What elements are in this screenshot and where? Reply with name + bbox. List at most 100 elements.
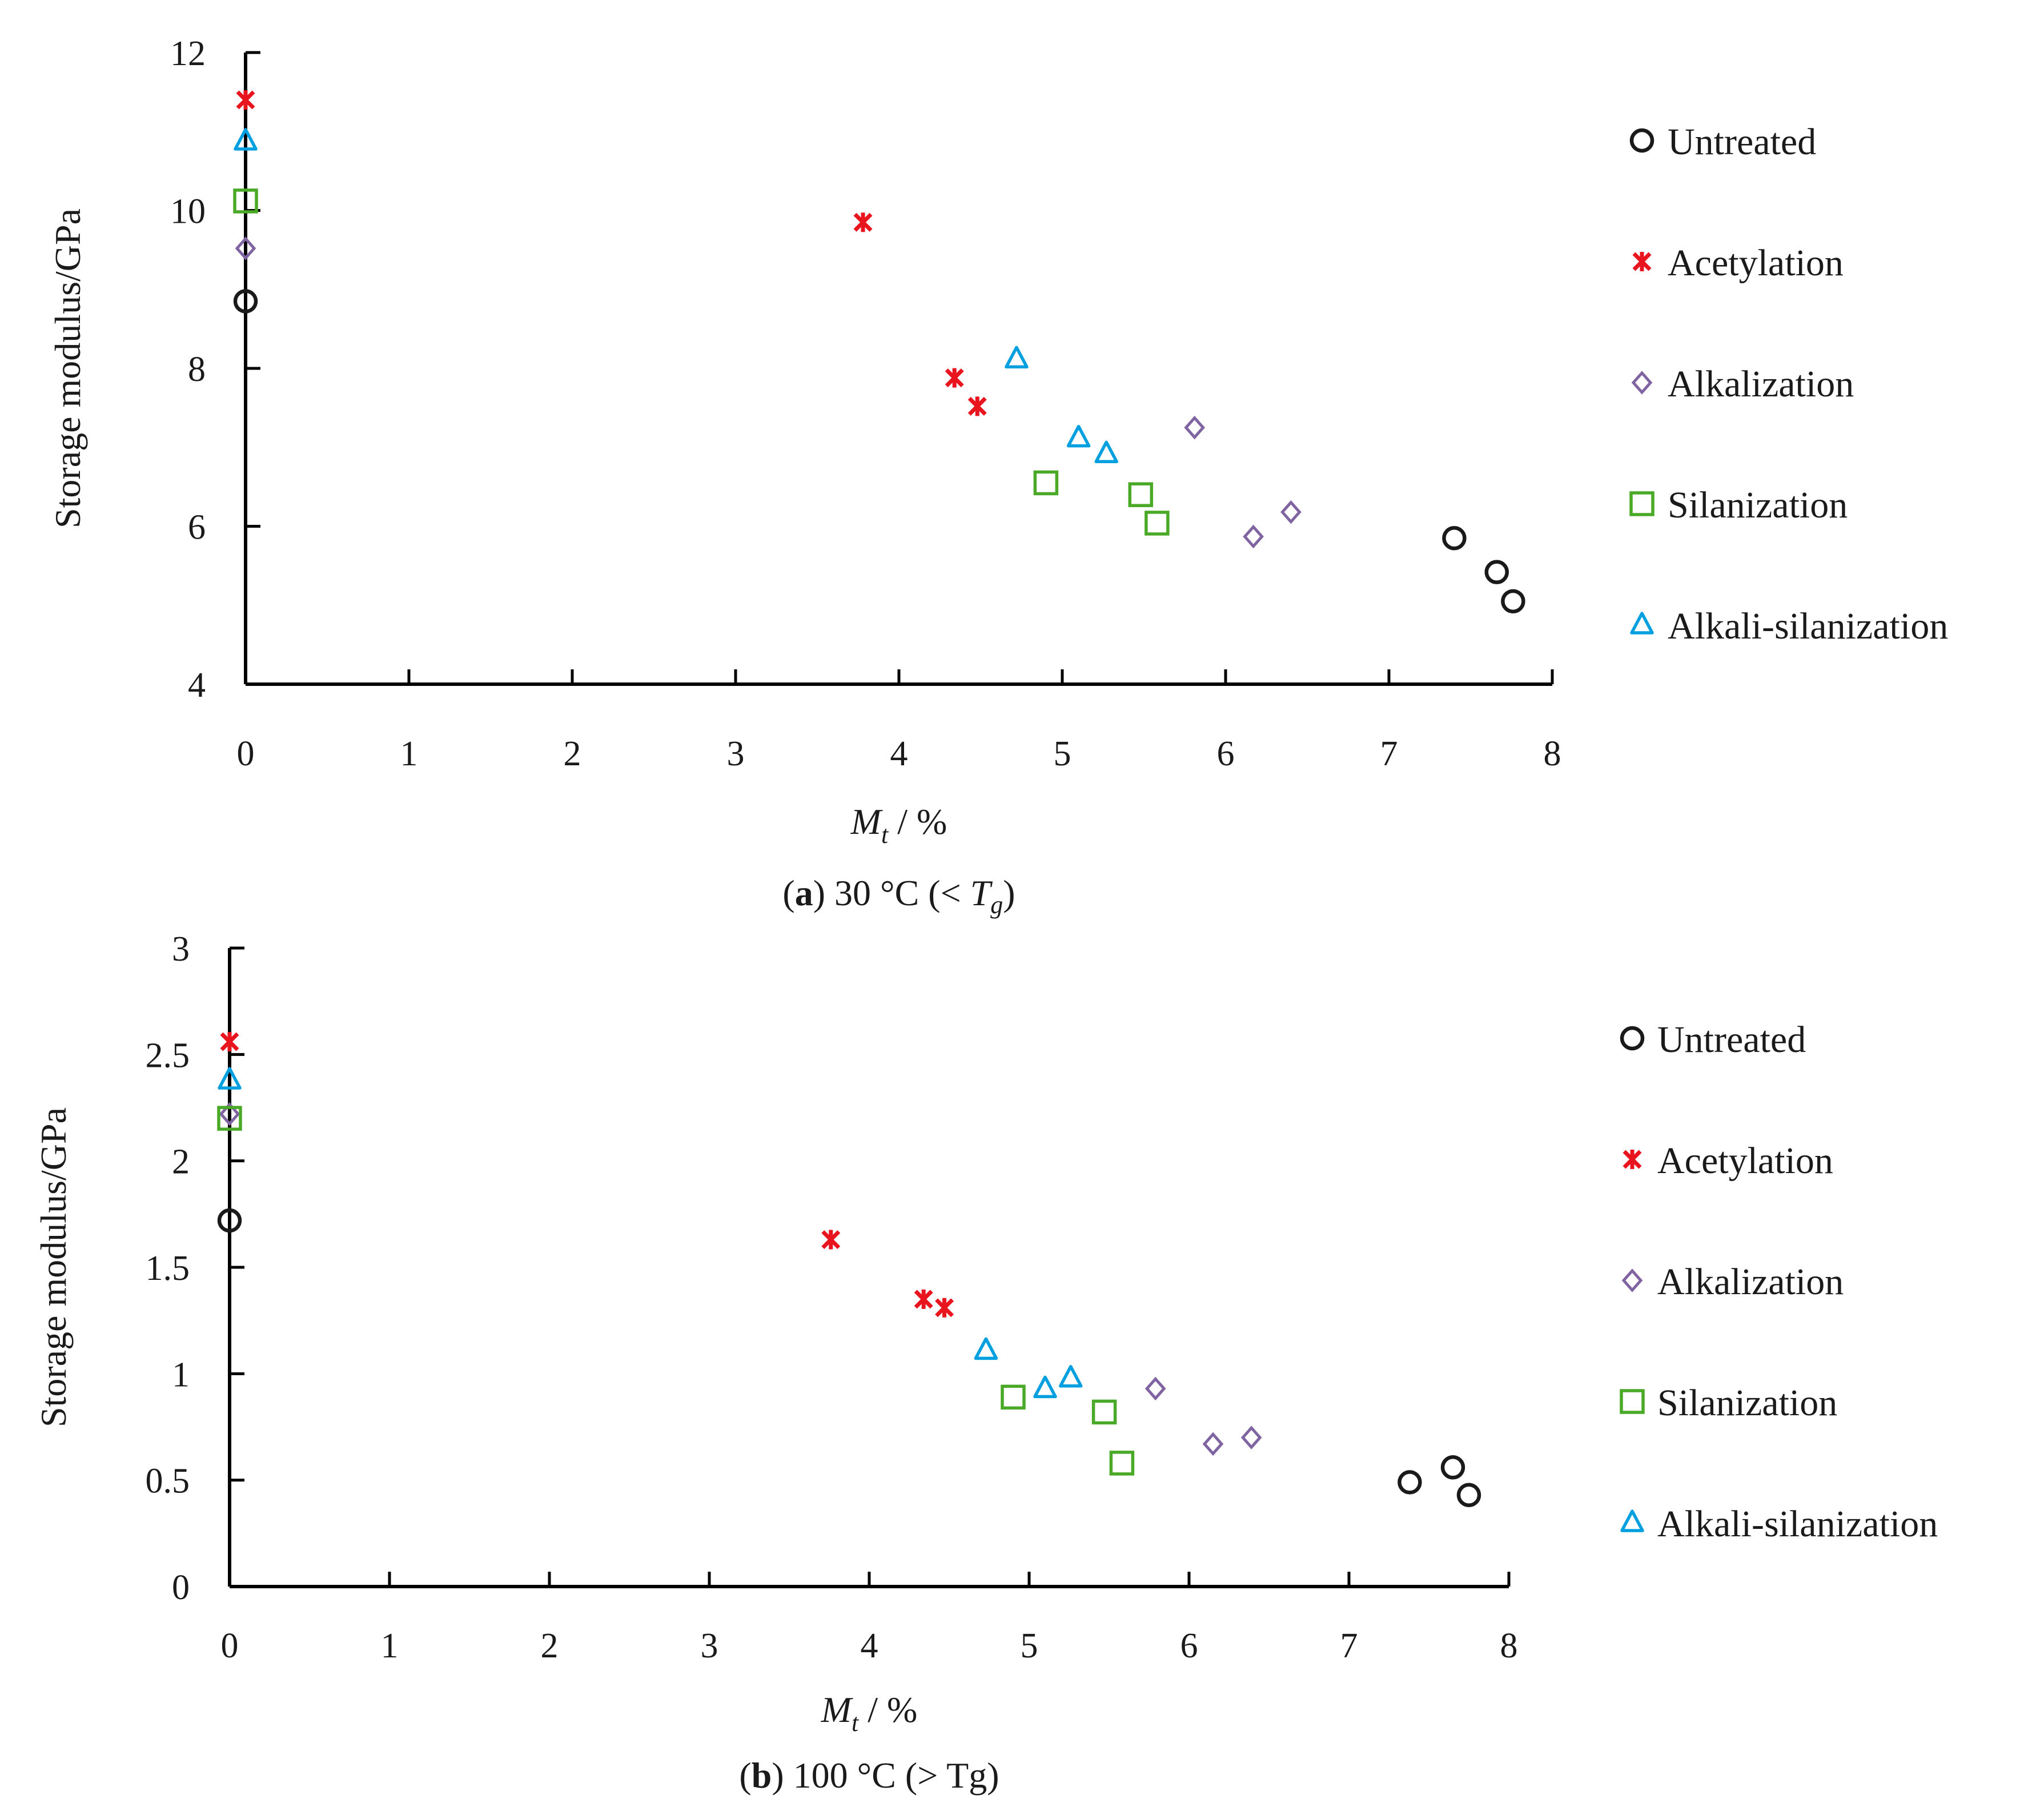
series-alkali-silanization	[234, 128, 1118, 464]
data-point	[234, 128, 258, 151]
data-point	[233, 188, 258, 214]
data-point	[1001, 1384, 1026, 1410]
y-tick-label: 2.5	[146, 1036, 190, 1075]
caption-letter: b	[752, 1755, 772, 1796]
data-points	[217, 1031, 1481, 1508]
data-point	[935, 1298, 954, 1318]
data-point	[1128, 482, 1154, 507]
y-tick-label: 3	[172, 930, 190, 969]
data-point	[220, 1031, 239, 1051]
x-tick-label: 4	[861, 1627, 878, 1665]
x-tick-label: 0	[221, 1627, 239, 1665]
legend-marker	[1621, 1268, 1643, 1292]
data-point	[217, 1208, 242, 1233]
data-point	[1066, 424, 1091, 448]
data-point	[967, 396, 987, 416]
data-point	[1059, 1365, 1083, 1388]
series-silanization	[217, 1106, 1135, 1476]
legend-marker	[1629, 491, 1655, 516]
data-point	[1440, 1455, 1465, 1480]
axes: 0 0.5 1 1.5 2 2.5 3 0 1 2 3 4 5 6 7 8	[146, 930, 1518, 1665]
legend-marker	[1623, 1150, 1642, 1169]
x-axis-label-sub: t	[852, 1709, 860, 1737]
x-tick-label: 2	[541, 1627, 559, 1665]
legend-label: Alkalization	[1657, 1261, 1844, 1303]
legend-label: Alkali-silanization	[1657, 1503, 1938, 1545]
legend-marker	[1620, 1026, 1645, 1051]
series-untreated	[217, 1208, 1481, 1508]
legend-marker	[1632, 252, 1652, 271]
data-point	[914, 1289, 933, 1309]
legend-item: Acetylation	[1623, 1140, 1833, 1182]
data-point	[218, 1067, 242, 1090]
data-point	[1501, 589, 1525, 614]
caption-paren: (	[782, 873, 794, 913]
legend-label: Untreated	[1657, 1019, 1806, 1061]
panel-caption: (a) 30 °C (< Tg)	[782, 873, 1015, 919]
data-point	[1033, 470, 1059, 496]
legend-item: Untreated	[1629, 121, 1816, 163]
data-point	[1243, 524, 1264, 549]
data-point	[1145, 1376, 1166, 1401]
data-point	[233, 289, 258, 314]
y-tick-label: 4	[188, 666, 206, 705]
x-tick-label: 3	[727, 734, 745, 773]
legend-marker	[1631, 371, 1653, 395]
legend-label: Acetylation	[1657, 1140, 1833, 1182]
legend-item: Alkalization	[1631, 363, 1854, 405]
y-tick-label: 1.5	[146, 1249, 190, 1288]
x-tick-label: 1	[400, 734, 418, 773]
caption-paren: (	[739, 1755, 751, 1796]
y-tick-label: 6	[188, 508, 206, 547]
series-alkalization	[235, 236, 1302, 549]
x-tick-label: 0	[237, 734, 255, 773]
y-tick-label: 1	[172, 1355, 190, 1394]
data-point	[1094, 440, 1118, 464]
data-point	[1280, 500, 1302, 524]
caption-tg: T	[970, 873, 993, 913]
x-tick-label: 8	[1500, 1627, 1518, 1665]
data-point	[821, 1230, 841, 1250]
panel-b: 0 0.5 1 1.5 2 2.5 3 0 1 2 3 4 5 6 7 8 Storage modulus/GP…	[33, 930, 1938, 1796]
x-tick-label: 6	[1217, 734, 1235, 773]
data-point	[1202, 1432, 1224, 1456]
legend-item: Alkali-silanization	[1630, 605, 1948, 647]
legend-label: Silanization	[1668, 484, 1848, 526]
legend-label: Acetylation	[1668, 242, 1844, 284]
legend-item: Untreated	[1620, 1019, 1806, 1061]
legend-label: Alkali-silanization	[1668, 605, 1948, 647]
y-tick-label: 0	[172, 1568, 190, 1607]
x-tick-label: 5	[1021, 1627, 1038, 1665]
data-point	[1240, 1425, 1262, 1449]
panel-caption: (b) 100 °C (> Tg)	[739, 1755, 999, 1796]
x-axis-label-main: M	[850, 801, 884, 842]
legend-label: Untreated	[1668, 121, 1816, 163]
data-point	[219, 1102, 240, 1126]
y-axis-label: Storage modulus/GPa	[47, 208, 88, 528]
x-axis-label-rest: / %	[858, 1689, 917, 1730]
caption-text: 30 °C (<	[825, 873, 970, 913]
x-tick-label: 4	[890, 734, 908, 773]
x-axis-label-main: M	[821, 1689, 854, 1730]
data-point	[853, 212, 873, 232]
x-tick-label: 7	[1380, 734, 1398, 773]
data-point	[1398, 1470, 1422, 1495]
data-point	[1442, 525, 1467, 551]
x-axis-label-rest: / %	[888, 801, 947, 842]
legend-item: Alkalization	[1621, 1261, 1844, 1303]
data-point	[1033, 1375, 1057, 1399]
data-point	[217, 1106, 242, 1131]
series-acetylation	[236, 90, 987, 416]
data-point	[1109, 1451, 1135, 1476]
x-axis-label-sub: t	[881, 821, 889, 849]
legend-item: Silanization	[1620, 1382, 1837, 1424]
x-tick-label: 6	[1180, 1627, 1198, 1665]
legend-item: Alkali-silanization	[1620, 1503, 1938, 1545]
x-axis-label: Mt / %	[821, 1689, 918, 1737]
legend-item: Silanization	[1629, 484, 1848, 526]
legend: Untreated Acetylation Alkalization Silaniza…	[1620, 1019, 1938, 1545]
y-axis-label: Storage modulus/GPa	[33, 1107, 74, 1427]
